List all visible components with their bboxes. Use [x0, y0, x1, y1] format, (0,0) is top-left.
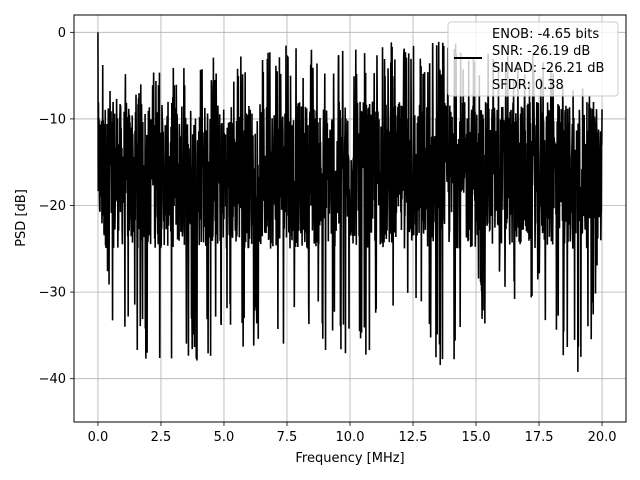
y-tick-label: −10 [39, 112, 66, 127]
x-tick-label: 5.0 [214, 430, 235, 445]
legend: ENOB: -4.65 bits SNR: -26.19 dB SINAD: -… [447, 21, 619, 97]
legend-sinad: SINAD: -26.21 dB [492, 61, 604, 76]
x-tick-label: 10.0 [336, 430, 365, 445]
x-tick-label: 15.0 [462, 430, 491, 445]
x-tick-label: 2.5 [151, 430, 172, 445]
x-tick-label: 7.5 [277, 430, 298, 445]
psd-series-line [97, 32, 603, 372]
legend-sfdr: SFDR: 0.38 [492, 78, 564, 93]
x-axis-label: Frequency [MHz] [295, 451, 404, 466]
x-tick-label: 0.0 [88, 430, 109, 445]
x-axis-ticks: 0.0 2.5 5.0 7.5 10.0 12.5 15.0 17.5 20.0 [88, 422, 617, 445]
x-tick-label: 20.0 [588, 430, 617, 445]
x-tick-label: 12.5 [399, 430, 428, 445]
y-tick-label: 0 [58, 26, 66, 41]
legend-snr: SNR: -26.19 dB [492, 44, 590, 59]
legend-box [447, 21, 619, 97]
y-axis-ticks: 0 −10 −20 −30 −40 [39, 26, 74, 387]
y-tick-label: −20 [39, 199, 66, 214]
x-tick-label: 17.5 [525, 430, 554, 445]
y-axis-label: PSD [dB] [14, 189, 29, 247]
y-tick-label: −30 [39, 286, 66, 301]
legend-enob: ENOB: -4.65 bits [492, 27, 599, 42]
y-tick-label: −40 [39, 372, 66, 387]
plot-area [97, 32, 603, 372]
